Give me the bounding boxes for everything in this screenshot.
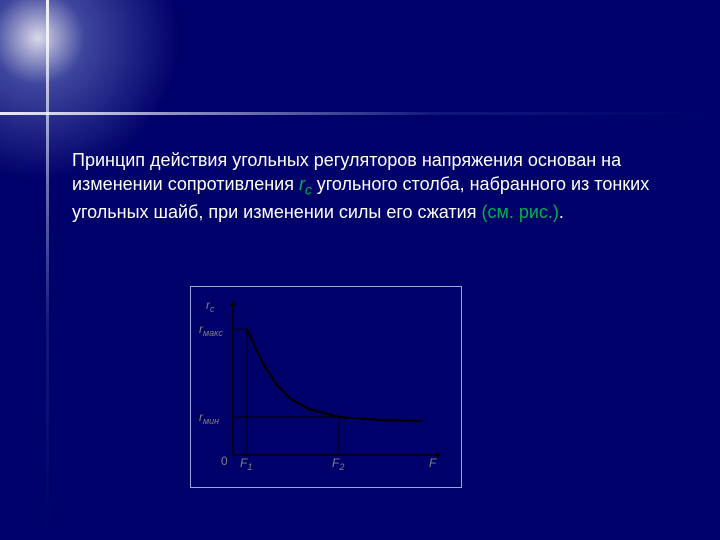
rc-sub: с [305, 183, 312, 198]
description-paragraph: Принцип действия угольных регуляторов на… [72, 148, 652, 224]
svg-text:0: 0 [221, 454, 228, 468]
para-part3: . [559, 202, 564, 222]
svg-text:F1: F1 [240, 456, 252, 472]
flare-beam-vertical [46, 0, 49, 540]
flare-beam-horizontal [0, 112, 720, 115]
svg-text:rмин: rмин [199, 410, 219, 426]
see-figure-link: (см. рис.) [481, 202, 558, 222]
svg-text:rс: rс [206, 298, 215, 314]
rc-symbol: rс [299, 174, 312, 194]
chart-svg: 0 rс rмакс rмин F1 F2 F [191, 287, 461, 487]
svg-text:rмакс: rмакс [199, 322, 223, 338]
resistance-vs-force-chart: 0 rс rмакс rмин F1 F2 F [190, 286, 462, 488]
svg-text:F2: F2 [332, 456, 344, 472]
svg-text:F: F [429, 456, 437, 470]
